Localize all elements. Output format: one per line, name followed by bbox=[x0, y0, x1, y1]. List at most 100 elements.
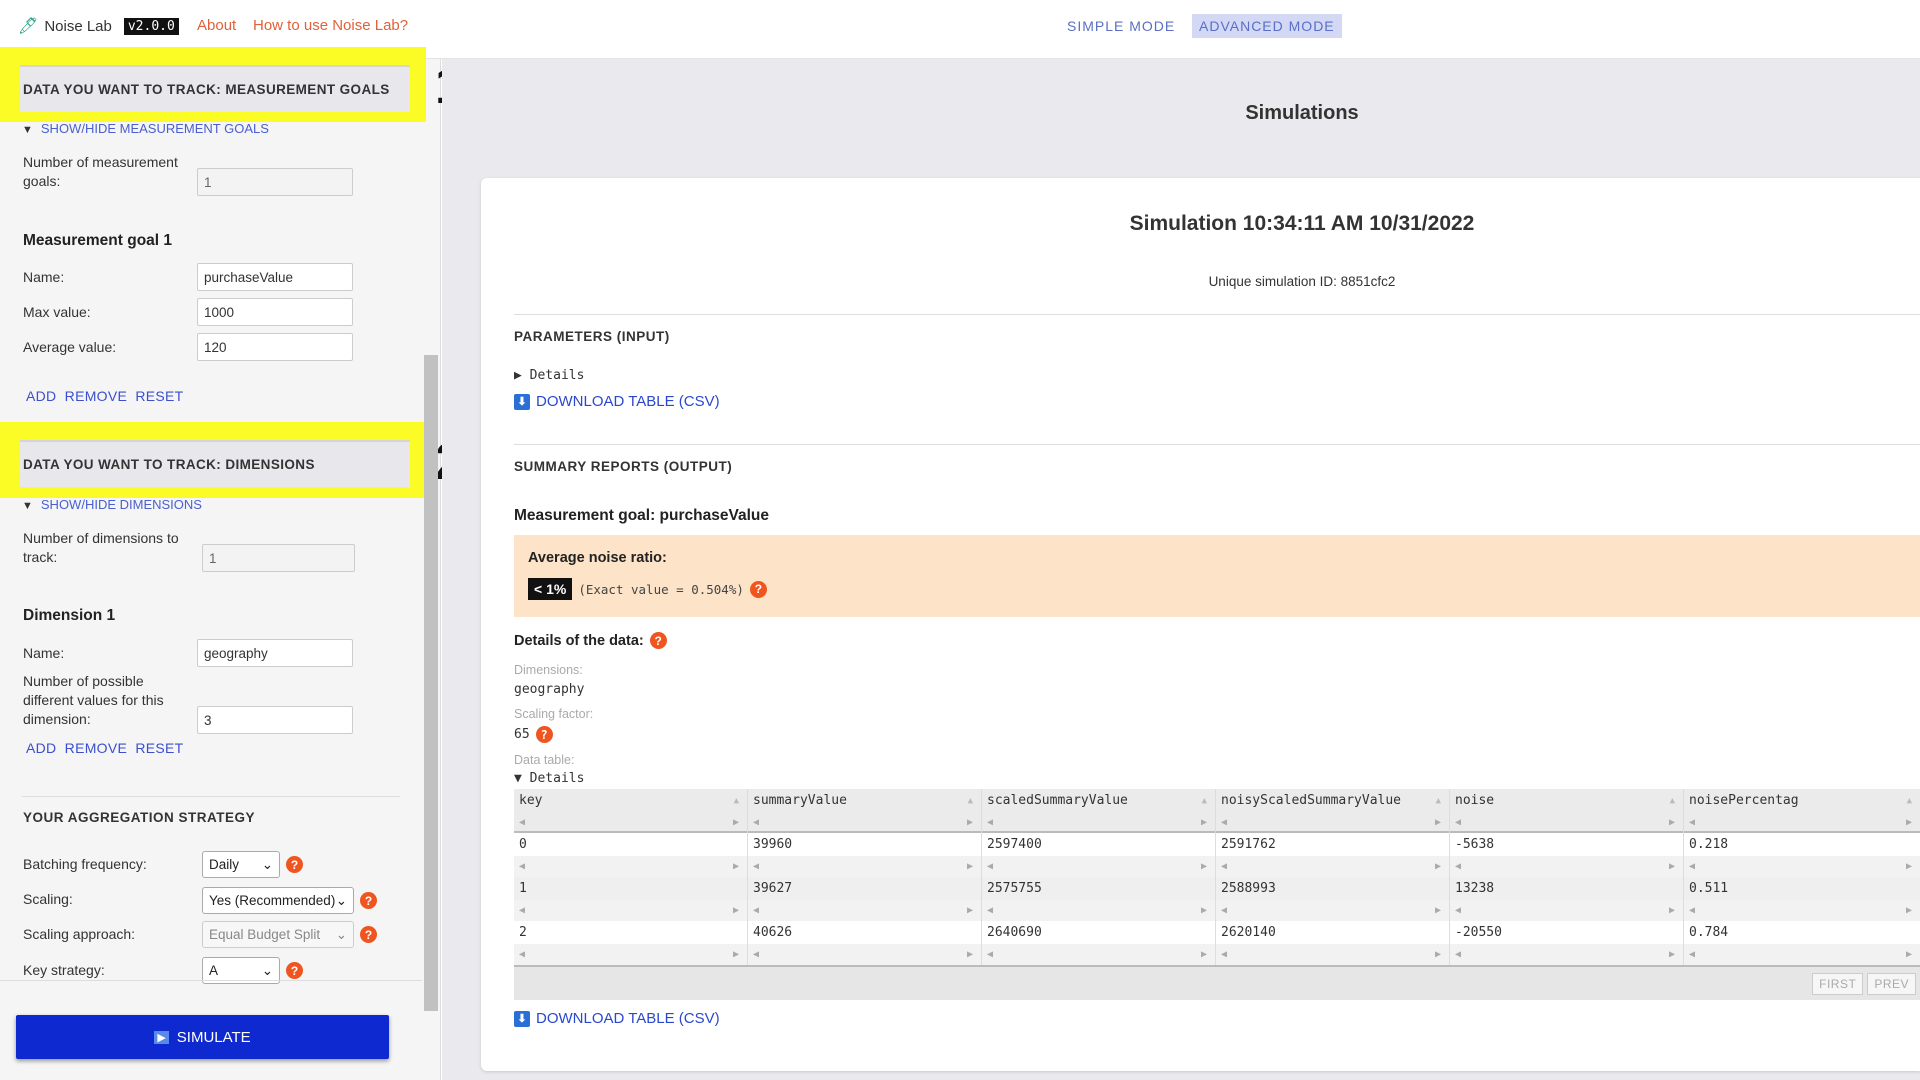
table-details-toggle[interactable]: ▼ Details bbox=[514, 771, 584, 786]
goal-name-input[interactable]: purchaseValue bbox=[197, 263, 353, 291]
cell-scrollbar[interactable]: ◀ ▶ bbox=[1216, 944, 1450, 965]
max-value-input[interactable]: 1000 bbox=[197, 298, 353, 326]
cell-scrollbar[interactable]: ◀ ▶ bbox=[1450, 856, 1684, 877]
help-icon[interactable]: ? bbox=[360, 926, 377, 943]
cell-scrollbar[interactable]: ◀ ▶ bbox=[514, 856, 748, 877]
help-icon[interactable]: ? bbox=[535, 726, 553, 743]
avg-value-input[interactable]: 120 bbox=[197, 333, 353, 361]
scaling-factor-value: 65 bbox=[514, 727, 530, 742]
help-icon[interactable]: ? bbox=[749, 580, 767, 598]
cell-scrollbar[interactable]: ◀ ▶ bbox=[514, 900, 748, 921]
download-params-link[interactable]: ⬇ DOWNLOAD TABLE (CSV) bbox=[514, 393, 720, 410]
column-filter-scrollbar[interactable]: ◀ ▶ bbox=[1689, 817, 1912, 828]
cell-scrollbar[interactable]: ◀ ▶ bbox=[982, 944, 1216, 965]
cell-scrollbar[interactable]: ◀ ▶ bbox=[1216, 900, 1450, 921]
brand[interactable]: 🖊 Noise Lab v2.0.0 bbox=[18, 16, 179, 36]
table-row: 1 39627 2575755 2588993 13238 0.511 bbox=[514, 877, 1920, 900]
download-table-link[interactable]: ⬇ DOWNLOAD TABLE (CSV) bbox=[514, 1010, 720, 1027]
first-page-button[interactable]: FIRST bbox=[1812, 972, 1864, 995]
dim-count-input[interactable]: 1 bbox=[202, 544, 355, 572]
cell-scrollbar[interactable]: ◀ ▶ bbox=[514, 944, 748, 965]
cell-scrollbar[interactable]: ◀ ▶ bbox=[1689, 905, 1912, 916]
details-of-data-label: Details of the data: bbox=[514, 632, 644, 649]
details-label: Details bbox=[529, 368, 585, 383]
approach-label: Scaling approach: bbox=[23, 926, 136, 942]
sidebar-scrollbar[interactable] bbox=[424, 355, 438, 1011]
cell-scrollbar[interactable]: ◀ ▶ bbox=[1450, 900, 1684, 921]
help-icon[interactable]: ? bbox=[286, 962, 303, 979]
divider bbox=[514, 314, 1920, 315]
cell-value: 2640690 bbox=[987, 925, 1042, 940]
dimensions-label: Dimensions: bbox=[514, 663, 583, 677]
column-header-label: noisePercentag bbox=[1689, 793, 1799, 808]
toggle-measurement-goals[interactable]: ▼ SHOW/HIDE MEASUREMENT GOALS bbox=[22, 121, 269, 136]
reset-goal-button[interactable]: RESET bbox=[135, 388, 184, 404]
cell-scrollbar[interactable]: ◀ ▶ bbox=[748, 900, 982, 921]
advanced-mode-tab[interactable]: ADVANCED MODE bbox=[1192, 14, 1342, 38]
table-cell: 2 bbox=[514, 921, 748, 944]
sort-icon[interactable]: ▲ bbox=[1201, 795, 1207, 806]
column-filter-scrollbar[interactable]: ◀ ▶ bbox=[514, 812, 748, 833]
help-icon[interactable]: ? bbox=[286, 856, 303, 873]
toggle-label: SHOW/HIDE MEASUREMENT GOALS bbox=[40, 121, 269, 136]
help-icon[interactable]: ? bbox=[649, 632, 667, 649]
toggle-dimensions[interactable]: ▼ SHOW/HIDE DIMENSIONS bbox=[22, 497, 202, 512]
about-link[interactable]: About bbox=[197, 17, 237, 34]
dim-values-input[interactable]: 3 bbox=[197, 706, 353, 734]
cell-value: 2620140 bbox=[1221, 925, 1276, 940]
remove-dimension-button[interactable]: REMOVE bbox=[64, 740, 128, 756]
cell-scrollbar[interactable]: ◀ ▶ bbox=[1689, 949, 1912, 960]
help-icon[interactable]: ? bbox=[360, 892, 377, 909]
column-filter-scrollbar[interactable]: ◀ ▶ bbox=[748, 812, 982, 833]
column-header[interactable]: noise ▲ bbox=[1450, 789, 1684, 812]
simple-mode-tab[interactable]: SIMPLE MODE bbox=[1067, 18, 1176, 34]
divider bbox=[22, 796, 400, 797]
column-header[interactable]: summaryValue ▲ bbox=[748, 789, 982, 812]
column-filter-scrollbar[interactable]: ◀ ▶ bbox=[982, 812, 1216, 833]
cell-value: -5638 bbox=[1455, 837, 1495, 852]
dimension-title: Dimension 1 bbox=[23, 607, 116, 624]
how-to-link[interactable]: How to use Noise Lab? bbox=[253, 17, 409, 34]
cell-scrollbar[interactable]: ◀ ▶ bbox=[748, 944, 982, 965]
add-goal-button[interactable]: ADD bbox=[26, 388, 57, 404]
table-cell: 2591762 bbox=[1216, 833, 1450, 856]
sort-icon[interactable]: ▲ bbox=[1906, 795, 1912, 806]
column-header-label: summaryValue bbox=[753, 793, 847, 808]
column-filter-scrollbar[interactable]: ◀ ▶ bbox=[1216, 812, 1450, 833]
sort-icon[interactable]: ▲ bbox=[967, 795, 973, 806]
cell-scrollbar[interactable]: ◀ ▶ bbox=[982, 900, 1216, 921]
batching-select[interactable]: Daily ⌄ bbox=[202, 851, 280, 878]
dim-name-input[interactable]: geography bbox=[197, 639, 353, 667]
table-cell: 0.218 bbox=[1684, 833, 1920, 856]
column-header[interactable]: key ▲ bbox=[514, 789, 748, 812]
cell-scrollbar[interactable]: ◀ ▶ bbox=[982, 856, 1216, 877]
approach-select[interactable]: Equal Budget Split ⌄ bbox=[202, 921, 354, 948]
sort-icon[interactable]: ▲ bbox=[1669, 795, 1675, 806]
sort-icon[interactable]: ▲ bbox=[733, 795, 739, 806]
cell-scrollbar[interactable]: ◀ ▶ bbox=[1450, 944, 1684, 965]
key-strategy-select[interactable]: A ⌄ bbox=[202, 957, 280, 984]
parameters-details-toggle[interactable]: ▶ Details bbox=[514, 368, 584, 383]
cell-scrollbar[interactable]: ◀ ▶ bbox=[1689, 861, 1912, 872]
column-header[interactable]: noisePercentag ▲ bbox=[1684, 789, 1920, 812]
page-title: Simulations bbox=[1245, 102, 1359, 124]
cell-scrollbar[interactable]: ◀ ▶ bbox=[748, 856, 982, 877]
scaling-select[interactable]: Yes (Recommended) ⌄ bbox=[202, 887, 354, 914]
download-label: DOWNLOAD TABLE (CSV) bbox=[536, 393, 720, 410]
prev-page-button[interactable]: PREV bbox=[1867, 972, 1916, 995]
add-dimension-button[interactable]: ADD bbox=[26, 740, 57, 756]
table-cell: 13238 bbox=[1450, 877, 1684, 900]
cell-scrollbar[interactable]: ◀ ▶ bbox=[1216, 856, 1450, 877]
avg-value-label: Average value: bbox=[23, 339, 117, 355]
column-header[interactable]: scaledSummaryValue ▲ bbox=[982, 789, 1216, 812]
cell-scroll-row: ◀ ▶ ◀ ▶ ◀ ▶ ◀ ▶ ◀ ▶ ◀ ▶ bbox=[514, 856, 1920, 877]
simulate-button[interactable]: ▶ SIMULATE bbox=[16, 1015, 389, 1059]
goal-actions: ADD REMOVE RESET bbox=[26, 388, 184, 404]
sort-icon[interactable]: ▲ bbox=[1435, 795, 1441, 806]
triangle-down-icon: ▼ bbox=[22, 500, 33, 512]
reset-dimension-button[interactable]: RESET bbox=[135, 740, 184, 756]
column-header[interactable]: noisyScaledSummaryValue ▲ bbox=[1216, 789, 1450, 812]
goal-count-input[interactable]: 1 bbox=[197, 168, 353, 196]
column-filter-scrollbar[interactable]: ◀ ▶ bbox=[1450, 812, 1684, 833]
remove-goal-button[interactable]: REMOVE bbox=[64, 388, 128, 404]
